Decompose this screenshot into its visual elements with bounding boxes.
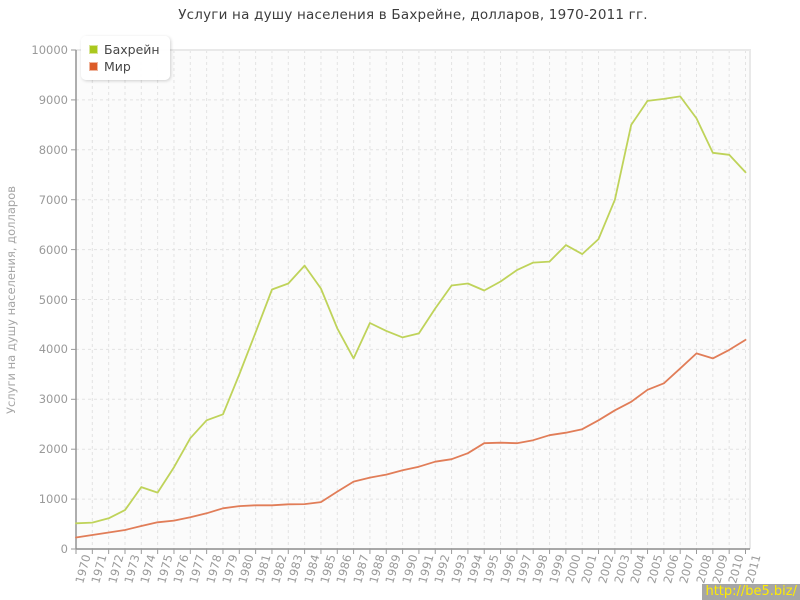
y-tick-label: 4000 <box>38 342 68 357</box>
legend-label-bahrain: Бахрейн <box>104 42 160 57</box>
legend-label-world: Мир <box>104 59 131 74</box>
tick-marks <box>71 49 746 554</box>
legend-swatch-world-icon <box>89 62 98 71</box>
y-tick-label: 10000 <box>31 43 68 57</box>
y-tick-label: 5000 <box>38 292 68 307</box>
y-tick-label: 1000 <box>38 492 68 507</box>
y-tick-label: 6000 <box>38 242 68 257</box>
y-tick-label: 8000 <box>38 142 68 157</box>
legend-item-bahrain: Бахрейн <box>89 41 160 58</box>
legend-swatch-bahrain-icon <box>89 45 98 54</box>
legend-item-world: Мир <box>89 58 160 75</box>
chart-title: Услуги на душу населения в Бахрейне, дол… <box>178 7 648 23</box>
y-tick-label: 0 <box>60 542 68 556</box>
y-tick-label: 9000 <box>38 92 68 107</box>
y-tick-label: 3000 <box>38 392 68 407</box>
series-line-bahrain <box>75 95 747 525</box>
series-line-world <box>75 338 747 539</box>
y-tick-label: 7000 <box>38 192 68 207</box>
y-tick-label: 2000 <box>38 442 68 457</box>
vertical-gridlines <box>91 50 746 549</box>
plot-border <box>76 49 751 549</box>
legend: Бахрейн Мир <box>81 36 170 80</box>
watermark-link[interactable]: http://be5.biz/ <box>702 584 800 600</box>
